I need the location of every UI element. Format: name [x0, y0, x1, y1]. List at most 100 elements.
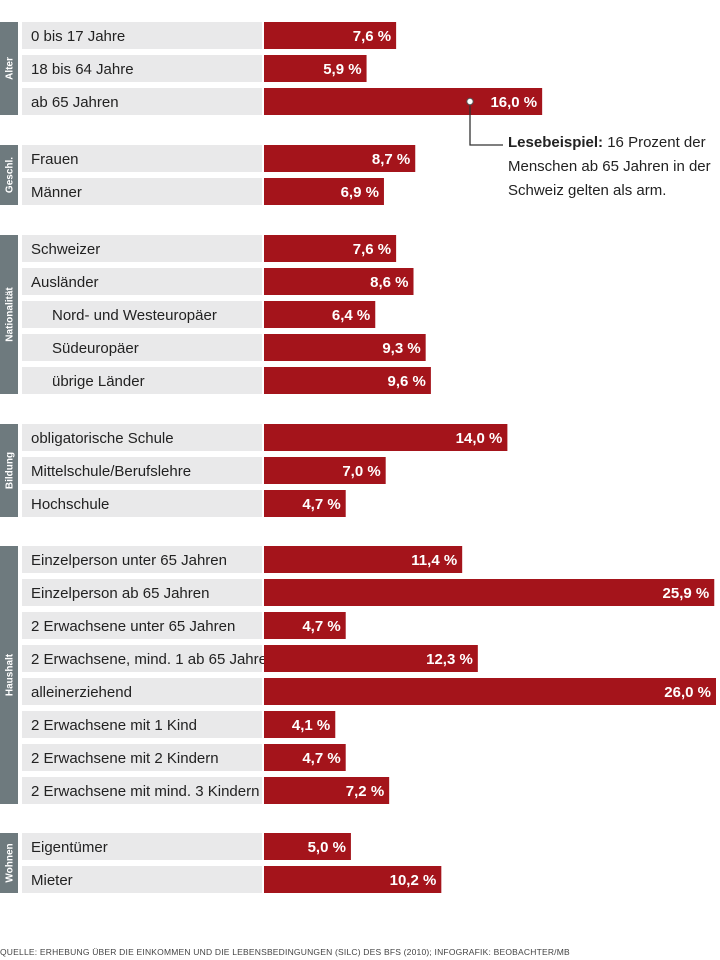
bar [264, 777, 390, 804]
category-label: alleinerziehend [31, 684, 132, 701]
bar [264, 490, 346, 517]
category-label: Mieter [31, 872, 73, 889]
row-background [22, 866, 262, 893]
bar [264, 268, 414, 295]
value-label: 9,3 % [382, 340, 420, 357]
bar [264, 235, 397, 262]
category-label: 2 Erwachsene mit mind. 3 Kindern [31, 783, 259, 800]
value-label: 5,9 % [323, 61, 361, 78]
row-background [22, 55, 262, 82]
value-label: 14,0 % [456, 430, 503, 447]
value-label: 16,0 % [490, 94, 537, 111]
bar [264, 579, 715, 606]
bar [264, 833, 351, 860]
annotation-anchor-dot [466, 97, 474, 106]
group-tab [0, 22, 18, 115]
bar [264, 367, 431, 394]
row-background [22, 88, 262, 115]
value-label: 7,0 % [342, 463, 380, 480]
annotation-bold: Lesebeispiel: [508, 134, 604, 151]
category-label: Südeuropäer [52, 340, 139, 357]
value-label: 4,7 % [302, 496, 340, 513]
row-background [22, 711, 262, 738]
poverty-rate-bar-chart: Alter 0 bis 17 Jahre 7,6 % 18 bis 64 Jahre 5… [0, 22, 716, 893]
category-label: 18 bis 64 Jahre [31, 61, 134, 78]
category-label: 0 bis 17 Jahre [31, 28, 125, 45]
row-background [22, 744, 262, 771]
group-label: Geschl. [5, 157, 16, 193]
bar [264, 711, 336, 738]
category-label: Eigentümer [31, 839, 108, 856]
row-background [22, 301, 262, 328]
row-background [22, 22, 262, 49]
group-label: Haushalt [5, 653, 16, 696]
bar [264, 88, 543, 115]
value-label: 8,7 % [372, 151, 410, 168]
row-background [22, 424, 262, 451]
category-label: Einzelperson ab 65 Jahren [31, 585, 209, 602]
category-label: Schweizer [31, 241, 100, 258]
category-label: Einzelperson unter 65 Jahren [31, 552, 227, 569]
bar [264, 546, 463, 573]
row-background [22, 833, 262, 860]
category-label: Hochschule [31, 496, 109, 513]
row-background [22, 178, 262, 205]
value-label: 5,0 % [308, 839, 346, 856]
category-label: übrige Länder [52, 373, 145, 390]
group-tab [0, 833, 18, 893]
row-background [22, 678, 262, 705]
group-label: Alter [5, 57, 16, 80]
row-background [22, 546, 262, 573]
row-background [22, 235, 262, 262]
value-label: 4,1 % [292, 717, 330, 734]
reading-example-annotation: Lesebeispiel: 16 Prozent der Menschen ab… [508, 131, 718, 203]
bar [264, 866, 442, 893]
category-label: Frauen [31, 151, 79, 168]
group-label: Wohnen [5, 843, 16, 882]
value-label: 7,6 % [353, 28, 391, 45]
value-label: 8,6 % [370, 274, 408, 291]
bar [264, 744, 346, 771]
value-label: 25,9 % [663, 585, 710, 602]
category-label: Nord- und Westeuropäer [52, 307, 217, 324]
value-label: 6,9 % [341, 184, 379, 201]
value-label: 7,6 % [353, 241, 391, 258]
category-label: Männer [31, 184, 82, 201]
bar [264, 645, 478, 672]
value-label: 7,2 % [346, 783, 384, 800]
category-label: 2 Erwachsene mit 1 Kind [31, 717, 197, 734]
category-label: obligatorische Schule [31, 430, 174, 447]
row-background [22, 490, 262, 517]
row-background [22, 645, 262, 672]
bar [264, 612, 346, 639]
annotation-leader-line [469, 105, 503, 146]
category-label: Ausländer [31, 274, 99, 291]
value-label: 6,4 % [332, 307, 370, 324]
category-label: Mittelschule/Berufslehre [31, 463, 191, 480]
value-label: 26,0 % [664, 684, 711, 701]
row-background [22, 145, 262, 172]
category-label: ab 65 Jahren [31, 94, 119, 111]
bar [264, 457, 386, 484]
category-label: 2 Erwachsene unter 65 Jahren [31, 618, 235, 635]
group-tab [0, 546, 18, 804]
row-background [22, 367, 262, 394]
group-label: Bildung [5, 452, 16, 489]
value-label: 10,2 % [390, 872, 437, 889]
bar [264, 424, 508, 451]
row-background [22, 457, 262, 484]
source-note: QUELLE: ERHEBUNG ÜBER DIE EINKOMMEN UND … [0, 947, 570, 957]
category-label: 2 Erwachsene mit 2 Kindern [31, 750, 219, 767]
bar [264, 22, 397, 49]
bar [264, 145, 416, 172]
group-tab [0, 235, 18, 394]
bar [264, 678, 716, 705]
annotation-text: 16 Prozent der Menschen ab 65 Jahren in … [508, 134, 711, 199]
row-background [22, 612, 262, 639]
bar [264, 178, 384, 205]
row-background [22, 268, 262, 295]
category-label: 2 Erwachsene, mind. 1 ab 65 Jahren [31, 651, 275, 668]
group-label: Nationalität [5, 287, 16, 342]
row-background [22, 334, 262, 361]
bar [264, 334, 426, 361]
